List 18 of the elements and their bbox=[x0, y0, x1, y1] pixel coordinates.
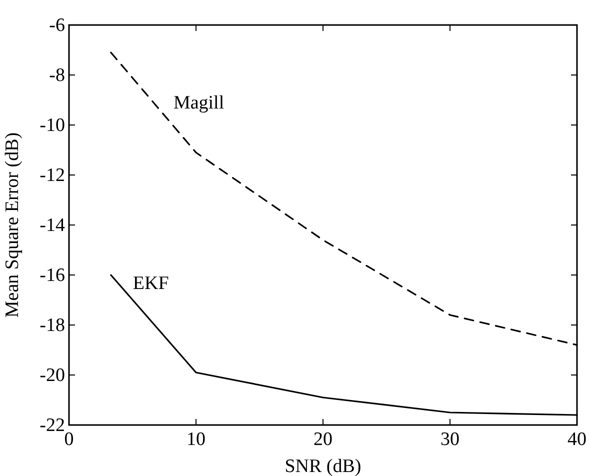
x-tick-label: 20 bbox=[314, 429, 332, 450]
y-tick-label: -16 bbox=[40, 265, 65, 286]
y-tick-label: -8 bbox=[49, 65, 65, 86]
y-tick-label: -20 bbox=[40, 365, 65, 386]
y-tick-label: -14 bbox=[40, 215, 66, 236]
x-tick-label: 0 bbox=[64, 429, 74, 450]
y-tick-label: -6 bbox=[49, 15, 65, 36]
x-tick-label: 30 bbox=[440, 429, 460, 450]
y-axis-title: Mean Square Error (dB) bbox=[2, 132, 23, 318]
y-tick-label: -10 bbox=[40, 115, 65, 136]
y-tick-label: -18 bbox=[40, 315, 65, 336]
series-label: Magill bbox=[173, 92, 224, 114]
x-tick-label: 10 bbox=[186, 429, 206, 450]
y-tick-label: -12 bbox=[40, 165, 65, 186]
x-tick-label: 40 bbox=[568, 429, 586, 450]
x-axis-title: SNR (dB) bbox=[284, 456, 362, 476]
y-tick-label: -22 bbox=[40, 415, 65, 436]
series-label: EKF bbox=[132, 273, 169, 294]
